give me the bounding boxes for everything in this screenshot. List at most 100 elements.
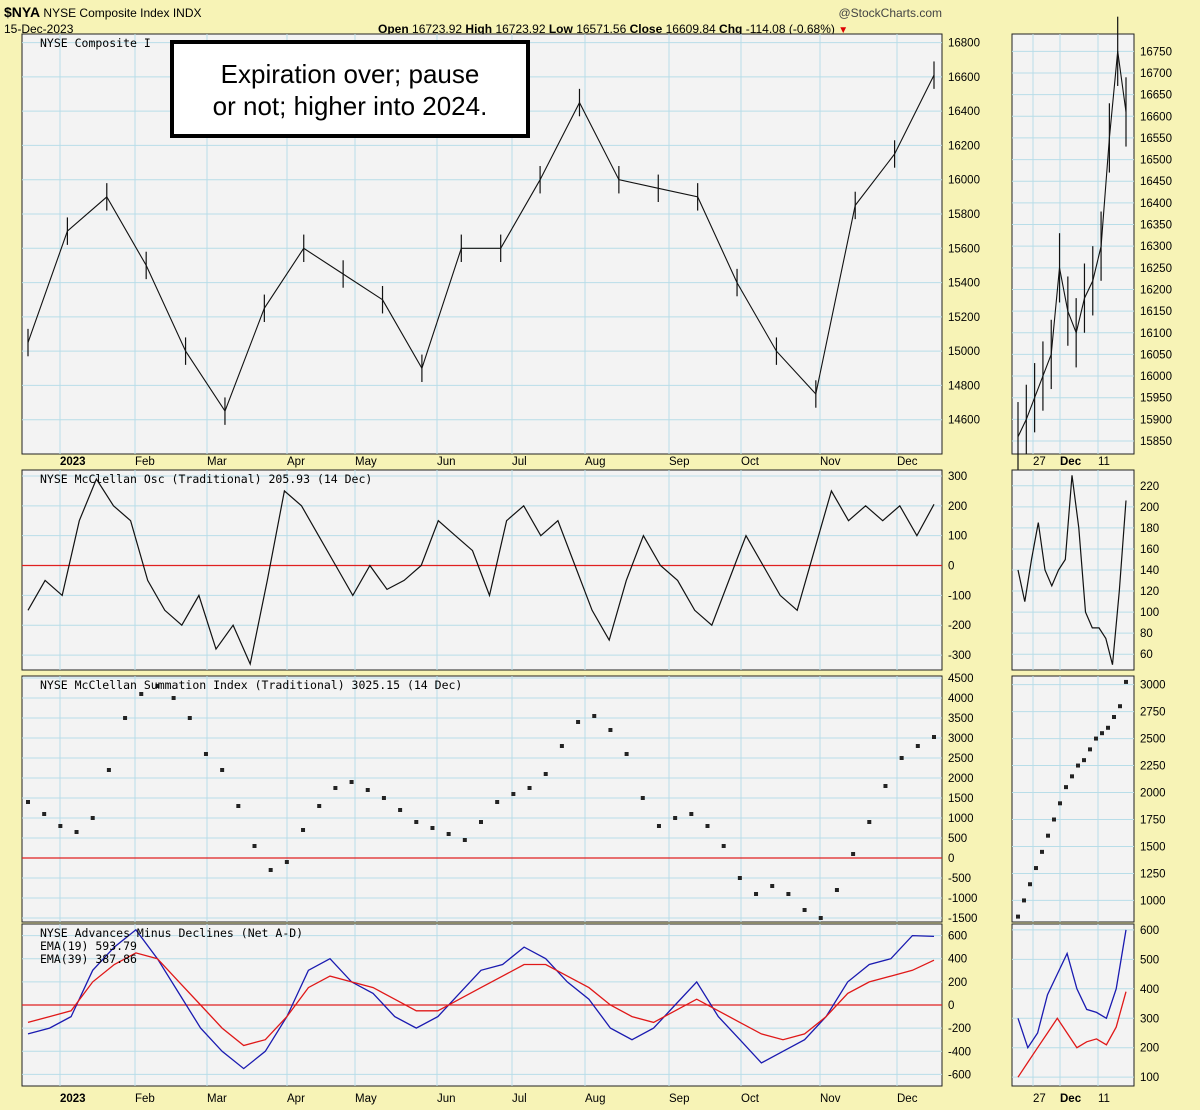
y-tick-label: 4000 — [948, 693, 974, 705]
data-point — [42, 812, 47, 816]
x-tick-label: Nov — [820, 1093, 841, 1105]
panel-title: NYSE Composite I — [40, 36, 151, 50]
y-tick-label: -400 — [948, 1046, 971, 1058]
y-tick-label: 2000 — [1140, 788, 1166, 800]
source-credit: @StockCharts.com — [838, 6, 942, 20]
data-point — [656, 824, 661, 828]
y-tick-label: 60 — [1140, 649, 1153, 661]
y-tick-label: 16500 — [1140, 155, 1172, 167]
x-tick-label: 2023 — [60, 1093, 86, 1105]
panel-frame — [21, 469, 943, 671]
x-tick-label: Apr — [287, 1093, 305, 1105]
data-point — [1016, 914, 1020, 919]
close-value: 16609.84 — [665, 22, 716, 36]
data-point — [834, 888, 839, 892]
data-point — [1076, 763, 1080, 768]
x-tick-label: 2023 — [60, 456, 86, 468]
y-tick-label: 500 — [948, 833, 967, 845]
data-point — [673, 816, 678, 820]
x-tick-label: Jul — [512, 1093, 527, 1105]
data-point — [1046, 833, 1050, 838]
data-point — [1088, 747, 1092, 752]
panel-zoom-2: 1000 1250 1500 1750 2000 2250 2500 2750 3000 — [1011, 675, 1166, 923]
ema39-label: EMA(39) 387.86 — [40, 952, 137, 966]
data-point — [592, 714, 597, 718]
y-tick-label: 200 — [1140, 502, 1159, 514]
y-tick-label: 600 — [1140, 925, 1159, 937]
data-point — [333, 786, 338, 790]
y-tick-label: -500 — [948, 873, 971, 885]
y-tick-label: 16150 — [1140, 306, 1172, 318]
data-point — [187, 716, 192, 720]
panel-frame — [1011, 33, 1135, 455]
low-value: 16571.56 — [576, 22, 627, 36]
y-tick-label: 3000 — [948, 733, 974, 745]
data-point — [1028, 882, 1032, 887]
zoom-x-tick-label: 11 — [1098, 1093, 1110, 1105]
index-name: NYSE Composite Index — [43, 6, 170, 20]
y-tick-label: 2750 — [1140, 707, 1166, 719]
y-tick-label: 160 — [1140, 544, 1159, 556]
annotation-box: Expiration over; pause or not; higher in… — [170, 40, 530, 138]
panel-zoom-1: 60 80 100 120 140 160 180 200 220 — [1011, 469, 1159, 671]
y-tick-label: 16250 — [1140, 263, 1172, 275]
data-point — [689, 812, 694, 816]
data-point — [106, 768, 111, 772]
y-tick-label: 16050 — [1140, 349, 1172, 361]
data-point — [171, 696, 176, 700]
data-point — [770, 884, 775, 888]
y-tick-label: 500 — [1140, 954, 1159, 966]
y-tick-label: -100 — [948, 590, 971, 602]
data-point — [737, 876, 742, 880]
data-point — [705, 824, 710, 828]
y-tick-label: -1000 — [948, 893, 977, 905]
data-point — [543, 772, 548, 776]
zoom-x-tick-label: Dec — [1060, 456, 1082, 468]
x-tick-label: Feb — [135, 1093, 155, 1105]
y-tick-label: 16650 — [1140, 90, 1172, 102]
panel-title: NYSE Advances Minus Declines (Net A-D) — [40, 926, 303, 940]
data-point — [511, 792, 516, 796]
data-point — [268, 868, 273, 872]
y-tick-label: 300 — [948, 471, 967, 483]
data-point — [1112, 715, 1116, 719]
y-tick-label: 2000 — [948, 773, 974, 785]
x-tick-label: Jun — [437, 1093, 456, 1105]
series-line-ema39 — [27, 952, 935, 1047]
y-tick-label: 16400 — [1140, 198, 1172, 210]
series-line-ema19 — [27, 928, 935, 1070]
chg-value: -114.08 (-0.68%) — [745, 22, 835, 36]
y-tick-label: 100 — [1140, 1072, 1159, 1084]
annotation-line2: or not; higher into 2024. — [212, 91, 488, 121]
y-tick-label: 200 — [1140, 1043, 1159, 1055]
zoom-x-tick-label: Dec — [1060, 1093, 1082, 1105]
annotation-line1: Expiration over; pause — [220, 59, 480, 89]
y-tick-label: 220 — [1140, 481, 1159, 493]
x-tick-label: Aug — [585, 1093, 605, 1105]
y-tick-label: 0 — [948, 561, 954, 573]
y-tick-label: 15800 — [948, 209, 980, 221]
data-point — [802, 908, 807, 912]
zoom-x-tick-label: 11 — [1098, 456, 1110, 468]
panel-frame — [1011, 923, 1135, 1087]
data-point — [1034, 866, 1038, 871]
x-tick-label: Oct — [741, 456, 760, 468]
data-point — [365, 788, 370, 792]
close-label: Close — [629, 22, 663, 36]
chart-date: 15-Dec-2023 — [4, 22, 74, 36]
data-point — [915, 744, 920, 748]
x-tick-label: Sep — [669, 1093, 689, 1105]
y-tick-label: 600 — [948, 931, 967, 943]
data-point — [559, 744, 564, 748]
y-tick-label: 15600 — [948, 243, 980, 255]
x-tick-label: May — [355, 1093, 377, 1105]
data-point — [220, 768, 225, 772]
data-point — [123, 716, 128, 720]
y-tick-label: 300 — [1140, 1013, 1159, 1025]
data-point — [640, 796, 645, 800]
y-tick-label: 16700 — [1140, 68, 1172, 80]
ema19-label: EMA(19) 593.79 — [40, 939, 137, 953]
osc-line — [27, 477, 935, 666]
data-point — [155, 684, 160, 688]
x-tick-label: Apr — [287, 456, 305, 468]
